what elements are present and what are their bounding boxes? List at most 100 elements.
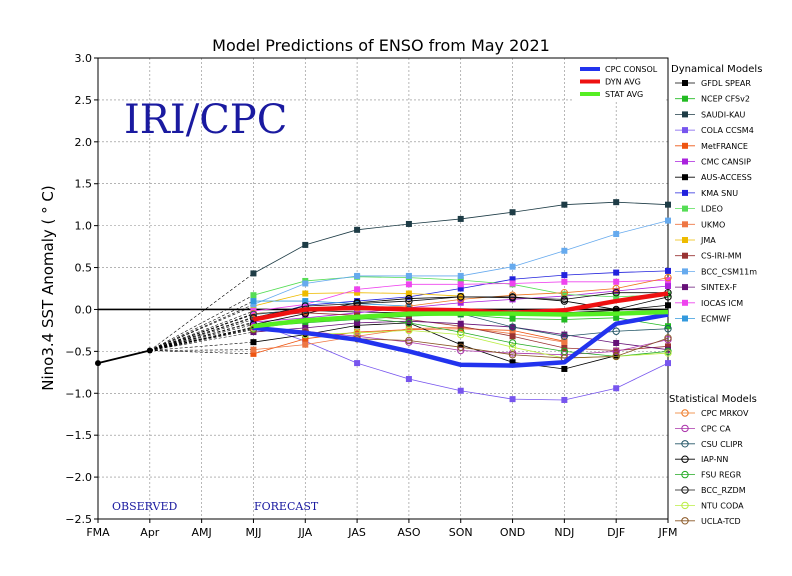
forecast-label: FORECAST xyxy=(254,500,319,513)
point-iocas-icm xyxy=(405,281,412,288)
point-cola-ccsm4 xyxy=(509,396,516,403)
legend-label-cola-ccsm4: COLA CCSM4 xyxy=(701,126,754,135)
point-kma-snu xyxy=(457,285,464,292)
legend-label-cpc-mrkov: CPC MRKOV xyxy=(701,409,749,418)
connector-kma-snu xyxy=(149,319,254,351)
point-fsu-regr xyxy=(457,328,465,336)
connector-ucla-tcd xyxy=(149,329,254,351)
connector-csu-clipr xyxy=(149,314,254,351)
point-ncep-cfsv2 xyxy=(665,323,671,330)
connector-ecmwf xyxy=(149,300,254,351)
point-bcc-csm11m xyxy=(561,247,568,254)
series-bcc-csm11m xyxy=(250,217,671,308)
legend-marker-aus-access xyxy=(682,174,688,181)
legend-marker-cmc-cansip xyxy=(682,158,688,165)
point-ukmo xyxy=(250,346,257,353)
point-saudi-kau xyxy=(665,201,671,208)
point-ldeo xyxy=(613,293,620,300)
y-tick-label: 3.0 xyxy=(75,52,93,65)
connector-iocas-icm xyxy=(149,310,254,351)
point-fsu-regr xyxy=(405,319,413,327)
legend-label-fsu-regr: FSU REGR xyxy=(701,471,742,480)
point-bcc-rzdm xyxy=(457,293,465,301)
point-ntu-coda xyxy=(353,329,361,337)
series-line-ecmwf xyxy=(253,300,409,307)
legend-marker-jma xyxy=(682,237,688,243)
point-bcc-rzdm xyxy=(560,295,569,304)
point-cpc-mrkov xyxy=(612,284,620,293)
legend-label-csu-clipr: CSU CLIPR xyxy=(701,440,743,449)
point-iocas-icm xyxy=(457,281,464,288)
point-cmc-cansip xyxy=(509,296,516,303)
point-cpc-ca xyxy=(612,347,620,356)
point-cs-iri-mm xyxy=(665,343,671,350)
legend-label-cpc-ca: CPC CA xyxy=(701,424,731,433)
point-ncep-cfsv2 xyxy=(302,319,309,326)
point-metfrance xyxy=(354,329,361,336)
y-tick-label: −1.5 xyxy=(65,429,92,442)
point-saudi-kau xyxy=(613,199,620,206)
connector-saudi-kau xyxy=(149,273,254,351)
legend-label-jma: JMA xyxy=(700,236,716,245)
connector-bcc-rzdm xyxy=(149,317,254,351)
y-tick-label: 1.5 xyxy=(75,178,93,191)
point-cola-ccsm4 xyxy=(665,360,671,367)
point-iocas-icm xyxy=(613,278,620,285)
x-tick-label: FMA xyxy=(86,526,110,539)
legend-label-gfdl-spear: GFDL SPEAR xyxy=(701,79,751,88)
model-legend: Dynamical Models GFDL SPEAR NCEP CFSv2 SAUD… xyxy=(669,64,762,526)
connector-cs-iri-mm xyxy=(149,316,254,351)
point-aus-access xyxy=(561,365,568,372)
point-ncep-cfsv2 xyxy=(509,315,516,322)
legend-marker-iap-nn xyxy=(681,455,689,463)
point-gfdl-spear xyxy=(613,307,620,314)
legend-label-ucla-tcd: UCLA-TCD xyxy=(701,517,741,526)
point-ldeo xyxy=(250,292,257,299)
point-csu-clipr xyxy=(508,323,517,331)
legend-marker-ncep-cfsv2 xyxy=(682,95,688,102)
y-tick-label: −1.0 xyxy=(65,387,92,400)
legend-marker-cs-iri-mm xyxy=(682,252,688,259)
point-ntu-coda xyxy=(405,326,413,335)
point-bcc-csm11m xyxy=(665,217,671,224)
point-ncep-cfsv2 xyxy=(354,316,361,323)
point-cmc-cansip xyxy=(665,282,671,289)
legend-label-metfrance: MetFRANCE xyxy=(701,142,748,151)
legend-label-cpc-consol: CPC CONSOL xyxy=(605,65,658,74)
x-tick-label: JAS xyxy=(347,526,366,539)
point-ucla-tcd xyxy=(405,336,413,345)
summary-line-dyn-avg xyxy=(253,291,669,322)
legend-marker-fsu-regr xyxy=(681,470,689,479)
legend-marker-ucla-tcd xyxy=(681,517,689,525)
point-csu-clipr xyxy=(612,327,620,335)
x-tick-label: Apr xyxy=(140,526,160,539)
point-iocas-icm xyxy=(665,277,671,284)
x-tick-label: ASO xyxy=(397,526,421,539)
point-bcc-csm11m xyxy=(457,272,464,279)
point-ldeo xyxy=(457,277,464,284)
connector-jma xyxy=(149,305,254,351)
point-sintex-f xyxy=(561,331,568,338)
point-ncep-cfsv2 xyxy=(405,313,412,320)
point-cpc-mrkov xyxy=(664,273,672,282)
observed-label: OBSERVED xyxy=(112,500,178,513)
legend-label-ncep-cfsv2: NCEP CFSv2 xyxy=(701,95,750,104)
connector-sintex-f xyxy=(149,331,254,351)
point-ntu-coda xyxy=(457,330,465,339)
point-iocas-icm xyxy=(354,286,361,293)
point-cs-iri-mm xyxy=(509,333,516,340)
point-ncep-cfsv2 xyxy=(250,324,257,331)
y-axis-label: Nino3.4 SST Anomaly ( ° C) xyxy=(39,185,57,390)
point-cola-ccsm4 xyxy=(561,396,568,403)
point-kma-snu xyxy=(665,267,671,274)
series-line-bcc-rzdm xyxy=(253,292,668,319)
statistical-heading: Statistical Models xyxy=(669,394,757,405)
series-saudi-kau xyxy=(250,199,671,277)
point-bcc-csm11m xyxy=(405,272,412,279)
point-iocas-icm xyxy=(509,280,516,287)
point-saudi-kau xyxy=(250,270,257,277)
legend-label-stat-avg: STAT AVG xyxy=(605,90,643,99)
y-tick-label: −0.5 xyxy=(65,345,92,358)
observed-line xyxy=(97,349,151,364)
point-saudi-kau xyxy=(354,226,361,233)
